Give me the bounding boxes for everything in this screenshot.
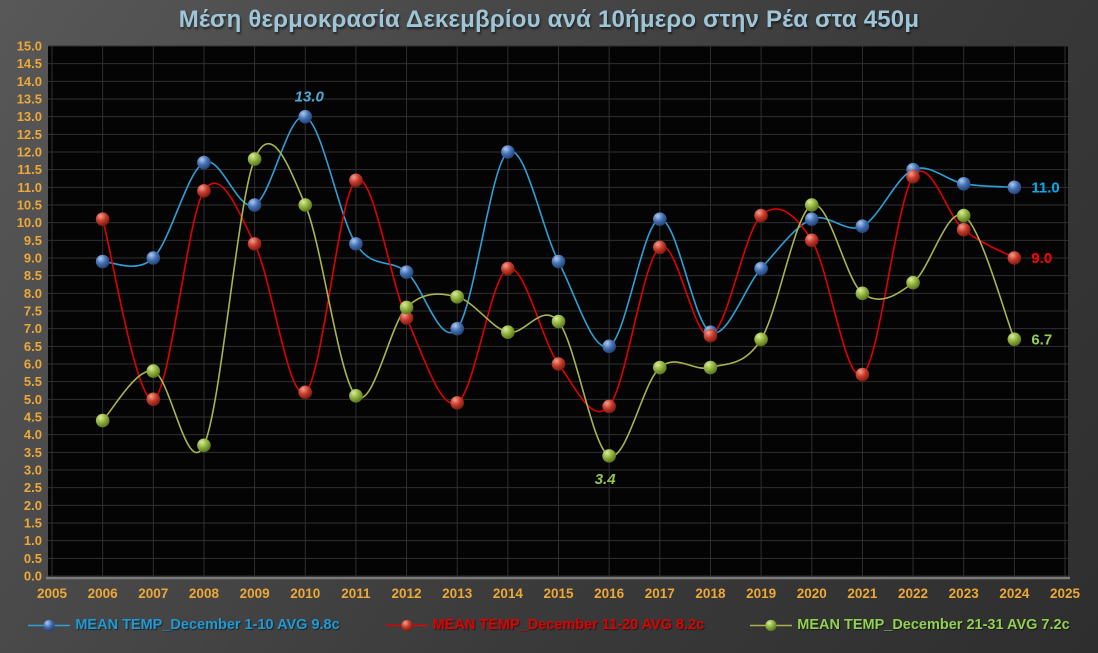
legend-label-dec-1-10: MEAN TEMP_December 1-10 AVG 9.8c <box>75 617 340 633</box>
svg-text:11.0: 11.0 <box>1031 179 1059 196</box>
svg-text:6.5: 6.5 <box>24 339 42 354</box>
legend-item-dec-21-31: MEAN TEMP_December 21-31 AVG 7.2c <box>750 617 1070 633</box>
series-dec-11-20-marker-icon <box>385 618 428 633</box>
series-line-dec-21-31 <box>102 143 1016 457</box>
series-markers-dec-11-20 <box>95 169 1022 414</box>
svg-text:2015: 2015 <box>543 586 574 601</box>
svg-text:2.0: 2.0 <box>24 498 42 513</box>
legend-label-dec-21-31: MEAN TEMP_December 21-31 AVG 7.2c <box>797 617 1070 633</box>
svg-text:2008: 2008 <box>189 586 220 601</box>
series-line-dec-11-20 <box>101 170 1015 413</box>
svg-text:2024: 2024 <box>999 586 1030 601</box>
svg-text:3.0: 3.0 <box>24 463 42 478</box>
svg-text:2006: 2006 <box>88 586 119 601</box>
data-labels: 13.0 3.4 11.0 9.0 6.7 <box>295 89 1060 488</box>
svg-text:2007: 2007 <box>138 586 168 601</box>
svg-text:2022: 2022 <box>898 586 928 601</box>
svg-text:9.5: 9.5 <box>24 233 42 248</box>
svg-text:2020: 2020 <box>797 586 827 601</box>
chart-title: Μέση θερμοκρασία Δεκεμβρίου ανά 10ήμερο … <box>178 6 920 33</box>
svg-text:3.5: 3.5 <box>24 445 42 460</box>
svg-text:4.5: 4.5 <box>24 410 42 425</box>
legend: MEAN TEMP_December 1-10 AVG 9.8c MEAN TE… <box>0 617 1098 633</box>
svg-text:6.7: 6.7 <box>1031 331 1052 348</box>
svg-text:2.5: 2.5 <box>24 480 42 495</box>
svg-text:3.4: 3.4 <box>595 471 617 488</box>
svg-text:0.5: 0.5 <box>24 551 42 566</box>
svg-text:12.0: 12.0 <box>17 145 42 160</box>
svg-text:8.0: 8.0 <box>24 286 42 301</box>
svg-text:13.0: 13.0 <box>295 89 325 106</box>
svg-text:14.0: 14.0 <box>17 74 42 89</box>
svg-text:14.5: 14.5 <box>17 56 42 71</box>
series-dec-1-10-marker-icon <box>28 618 71 633</box>
svg-text:4.0: 4.0 <box>24 427 42 442</box>
svg-text:13.0: 13.0 <box>17 109 42 124</box>
svg-text:2025: 2025 <box>1050 586 1081 601</box>
svg-text:10.5: 10.5 <box>17 198 42 213</box>
svg-text:7.0: 7.0 <box>24 321 42 336</box>
series-line-dec-1-10 <box>102 115 1015 348</box>
legend-label-dec-11-20: MEAN TEMP_December 11-20 AVG 8.2c <box>432 617 705 633</box>
svg-text:2019: 2019 <box>746 586 776 601</box>
svg-text:8.5: 8.5 <box>24 268 42 283</box>
svg-text:6.0: 6.0 <box>24 357 42 372</box>
svg-text:2021: 2021 <box>847 586 878 601</box>
svg-text:12.5: 12.5 <box>17 127 42 142</box>
svg-text:2011: 2011 <box>341 586 371 601</box>
svg-text:2012: 2012 <box>392 586 422 601</box>
svg-text:11.0: 11.0 <box>17 180 42 195</box>
svg-text:2017: 2017 <box>645 586 675 601</box>
svg-text:7.5: 7.5 <box>24 304 42 319</box>
svg-text:9.0: 9.0 <box>24 251 42 266</box>
svg-text:2016: 2016 <box>594 586 625 601</box>
svg-text:2018: 2018 <box>695 586 726 601</box>
svg-text:9.0: 9.0 <box>1031 250 1052 267</box>
svg-text:0.0: 0.0 <box>24 569 42 584</box>
svg-text:11.5: 11.5 <box>17 162 42 177</box>
svg-text:2023: 2023 <box>949 586 980 601</box>
svg-text:15.0: 15.0 <box>17 39 42 54</box>
legend-item-dec-11-20: MEAN TEMP_December 11-20 AVG 8.2c <box>385 617 705 633</box>
svg-text:10.0: 10.0 <box>17 215 42 230</box>
svg-text:1.5: 1.5 <box>24 516 42 531</box>
svg-text:2013: 2013 <box>442 586 473 601</box>
x-axis-labels: 2005 2006 2007 2008 2009 2010 2011 2012 2013 2014… <box>37 586 1081 601</box>
svg-text:2005: 2005 <box>37 586 68 601</box>
svg-text:5.0: 5.0 <box>24 392 42 407</box>
series-dec-21-31-marker-icon <box>750 618 793 633</box>
svg-text:2009: 2009 <box>240 586 270 601</box>
svg-text:2014: 2014 <box>493 586 524 601</box>
svg-text:2010: 2010 <box>290 586 320 601</box>
svg-text:1.0: 1.0 <box>24 533 42 548</box>
legend-item-dec-1-10: MEAN TEMP_December 1-10 AVG 9.8c <box>28 617 340 633</box>
y-axis-labels: 0.0 0.5 1.0 1.5 2.0 2.5 3.0 3.5 4.0 4.5 5.0 5.5 6.0 6… <box>17 39 42 584</box>
svg-text:13.5: 13.5 <box>17 92 42 107</box>
svg-text:5.5: 5.5 <box>24 374 42 389</box>
series-markers-dec-21-31 <box>95 152 1022 463</box>
